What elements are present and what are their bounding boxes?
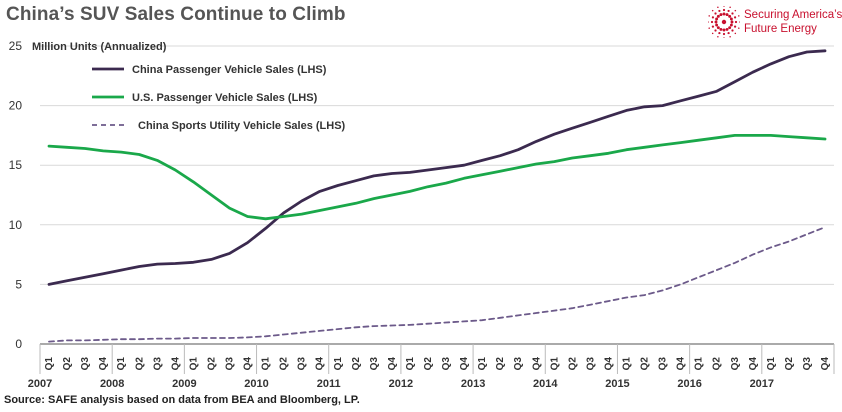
- x-tick-label: Q4: [603, 357, 614, 371]
- x-year-label: 2010: [244, 378, 268, 390]
- x-year-label: 2011: [317, 378, 341, 390]
- safe-logo: Securing America’s Future Energy: [708, 6, 842, 40]
- x-tick-label: Q3: [802, 357, 813, 371]
- x-tick-label: Q3: [513, 357, 524, 371]
- x-tick-label: Q4: [531, 357, 542, 371]
- x-tick-label: Q2: [784, 357, 795, 371]
- legend: China Passenger Vehicle Sales (LHS) U.S. …: [92, 64, 346, 132]
- x-tick-label: Q3: [152, 357, 163, 371]
- series-line-1: [47, 49, 827, 286]
- x-tick-label: Q3: [585, 357, 596, 371]
- x-tick-label: Q3: [297, 357, 308, 371]
- x-tick-label: Q2: [712, 357, 723, 371]
- x-tick-label: Q4: [98, 357, 109, 371]
- x-tick-label: Q2: [134, 357, 145, 371]
- y-tick-label: 10: [9, 218, 23, 232]
- x-year-label: 2009: [172, 378, 196, 390]
- x-tick-label: Q2: [423, 357, 434, 371]
- legend-label: China Passenger Vehicle Sales (LHS): [132, 64, 327, 76]
- series-line-2: [47, 134, 827, 221]
- x-tick-label: Q2: [351, 357, 362, 371]
- x-year-label: 2008: [100, 378, 124, 390]
- series-line-3: [48, 226, 826, 343]
- x-year-label: 2013: [461, 378, 485, 390]
- logo-text: Securing America’s Future Energy: [744, 8, 842, 36]
- x-tick-label: Q3: [80, 357, 91, 371]
- x-tick-label: Q3: [441, 357, 452, 371]
- x-tick-label: Q1: [44, 357, 55, 371]
- x-tick-label: Q2: [640, 357, 651, 371]
- x-tick-label: Q1: [188, 357, 199, 371]
- x-tick-label: Q3: [224, 357, 235, 371]
- source-note: Source: SAFE analysis based on data from…: [4, 394, 360, 406]
- logo-line-2: Future Energy: [744, 23, 817, 35]
- x-tick-label: Q2: [495, 357, 506, 371]
- x-tick-label: Q4: [387, 357, 398, 371]
- x-year-label: 2007: [28, 378, 52, 390]
- y-tick-label: 20: [9, 99, 23, 113]
- x-tick-label: Q2: [567, 357, 578, 371]
- starburst-icon: [708, 6, 740, 38]
- legend-label: China Sports Utility Vehicle Sales (LHS): [138, 120, 346, 132]
- x-tick-label: Q1: [694, 357, 705, 371]
- logo-line-1: Securing America’s: [744, 9, 842, 21]
- y-tick-label: 15: [9, 158, 23, 172]
- x-year-label: 2016: [677, 378, 701, 390]
- x-tick-label: Q4: [820, 357, 831, 371]
- x-tick-label: Q2: [62, 357, 73, 371]
- x-tick-label: Q1: [766, 357, 777, 371]
- x-tick-label: Q1: [477, 357, 488, 371]
- x-tick-label: Q1: [261, 357, 272, 371]
- x-tick-label: Q1: [621, 357, 632, 371]
- grid-lines: [40, 45, 834, 345]
- x-tick-label: Q1: [549, 357, 560, 371]
- y-axis-ticks: 0 5 10 15 20 25: [9, 39, 23, 351]
- x-tick-label: Q4: [243, 357, 254, 371]
- x-year-label: 2017: [750, 378, 774, 390]
- x-tick-label: Q4: [676, 357, 687, 371]
- x-tick-label: Q4: [748, 357, 759, 371]
- x-tick-label: Q4: [170, 357, 181, 371]
- y-tick-label: 5: [15, 277, 22, 291]
- x-tick-label: Q1: [333, 357, 344, 371]
- x-tick-label: Q3: [658, 357, 669, 371]
- legend-label: U.S. Passenger Vehicle Sales (LHS): [132, 92, 318, 104]
- x-year-label: 2014: [533, 378, 558, 390]
- x-tick-label: Q2: [279, 357, 290, 371]
- x-tick-label: Q4: [459, 357, 470, 371]
- x-tick-label: Q3: [730, 357, 741, 371]
- x-year-label: 2012: [389, 378, 413, 390]
- x-year-label: 2015: [605, 378, 629, 390]
- x-tick-label: Q2: [206, 357, 217, 371]
- x-tick-label: Q1: [405, 357, 416, 371]
- series-lines: [47, 49, 827, 343]
- y-axis-label: Million Units (Annualized): [32, 41, 167, 53]
- x-tick-label: Q4: [315, 357, 326, 371]
- x-tick-label: Q1: [116, 357, 127, 371]
- chart-title: China’s SUV Sales Continue to Climb: [6, 4, 346, 25]
- x-tick-label: Q3: [369, 357, 380, 371]
- y-tick-label: 0: [15, 337, 22, 351]
- x-axis: Q1 Q2 Q3 Q4 Q1 Q2 Q3 Q4 Q1 Q2 Q3 Q4 Q1 Q2 Q3 Q4 Q1 Q2 Q3 Q4…: [28, 344, 835, 390]
- y-tick-label: 25: [9, 39, 23, 53]
